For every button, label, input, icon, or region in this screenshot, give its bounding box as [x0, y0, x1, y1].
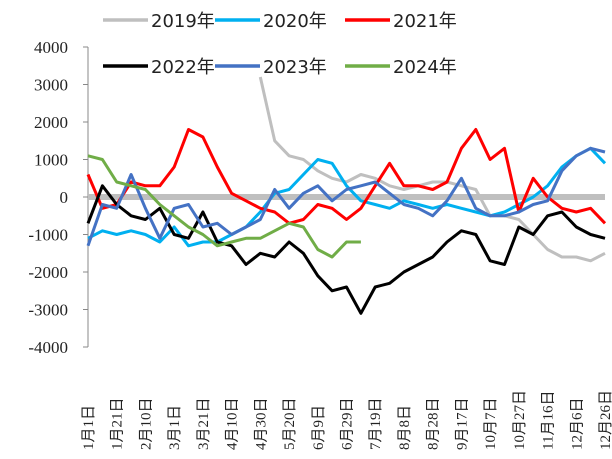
x-tick-label: 7月19日 — [368, 397, 384, 450]
legend-item: 2022年 — [103, 57, 215, 78]
legend-item: 2019年 — [103, 11, 215, 32]
x-tick-label: 12月6日 — [569, 397, 585, 450]
y-tick-label: 3000 — [34, 76, 68, 95]
legend-label: 2024年 — [393, 57, 457, 78]
y-tick-label: -2000 — [28, 263, 68, 282]
x-tick-label: 3月21日 — [196, 397, 212, 450]
series-line — [87, 146, 607, 248]
x-tick-label: 2月10日 — [138, 397, 154, 450]
series-line — [86, 146, 606, 247]
y-tick-label: 4000 — [34, 38, 68, 57]
legend-label: 2022年 — [151, 57, 215, 78]
x-tick-label: 8月28日 — [426, 397, 442, 450]
y-tick-label: -1000 — [28, 226, 68, 245]
x-tick-label: 6月29日 — [340, 397, 356, 450]
series-line — [87, 154, 361, 259]
legend-label: 2019年 — [151, 11, 215, 32]
y-tick-label: -3000 — [28, 301, 68, 320]
legend-item: 2023年 — [215, 57, 327, 78]
x-tick-label: 11月16日 — [541, 391, 557, 450]
x-tick-label: 9月17日 — [454, 397, 470, 450]
x-tick-label: 10月7日 — [483, 397, 499, 450]
x-tick-label: 10月27日 — [512, 390, 528, 450]
x-tick-label: 4月30日 — [253, 397, 269, 450]
legend-label: 2020年 — [263, 11, 327, 32]
y-tick-label: -4000 — [28, 338, 68, 357]
legend-item: 2024年 — [345, 57, 457, 78]
series-line — [258, 76, 606, 263]
legend-label: 2021年 — [393, 11, 457, 32]
x-tick-label: 3月1日 — [167, 405, 183, 450]
series-line — [86, 184, 606, 315]
x-tick-label: 12月26日 — [598, 390, 612, 450]
y-tick-label: 1000 — [34, 151, 68, 170]
legend-label: 2023年 — [263, 57, 327, 78]
y-tick-label: 2000 — [34, 113, 68, 132]
x-tick-label: 8月8日 — [397, 405, 413, 450]
x-tick-label: 4月10日 — [225, 397, 241, 450]
x-tick-label: 5月20日 — [282, 397, 298, 450]
x-tick-label: 6月9日 — [311, 405, 327, 450]
x-tick-label: 1月21日 — [110, 397, 126, 450]
legend-item: 2021年 — [345, 11, 457, 32]
y-tick-label: 0 — [60, 188, 69, 207]
legend-item: 2020年 — [215, 11, 327, 32]
x-tick-label: 1月1日 — [81, 405, 97, 450]
